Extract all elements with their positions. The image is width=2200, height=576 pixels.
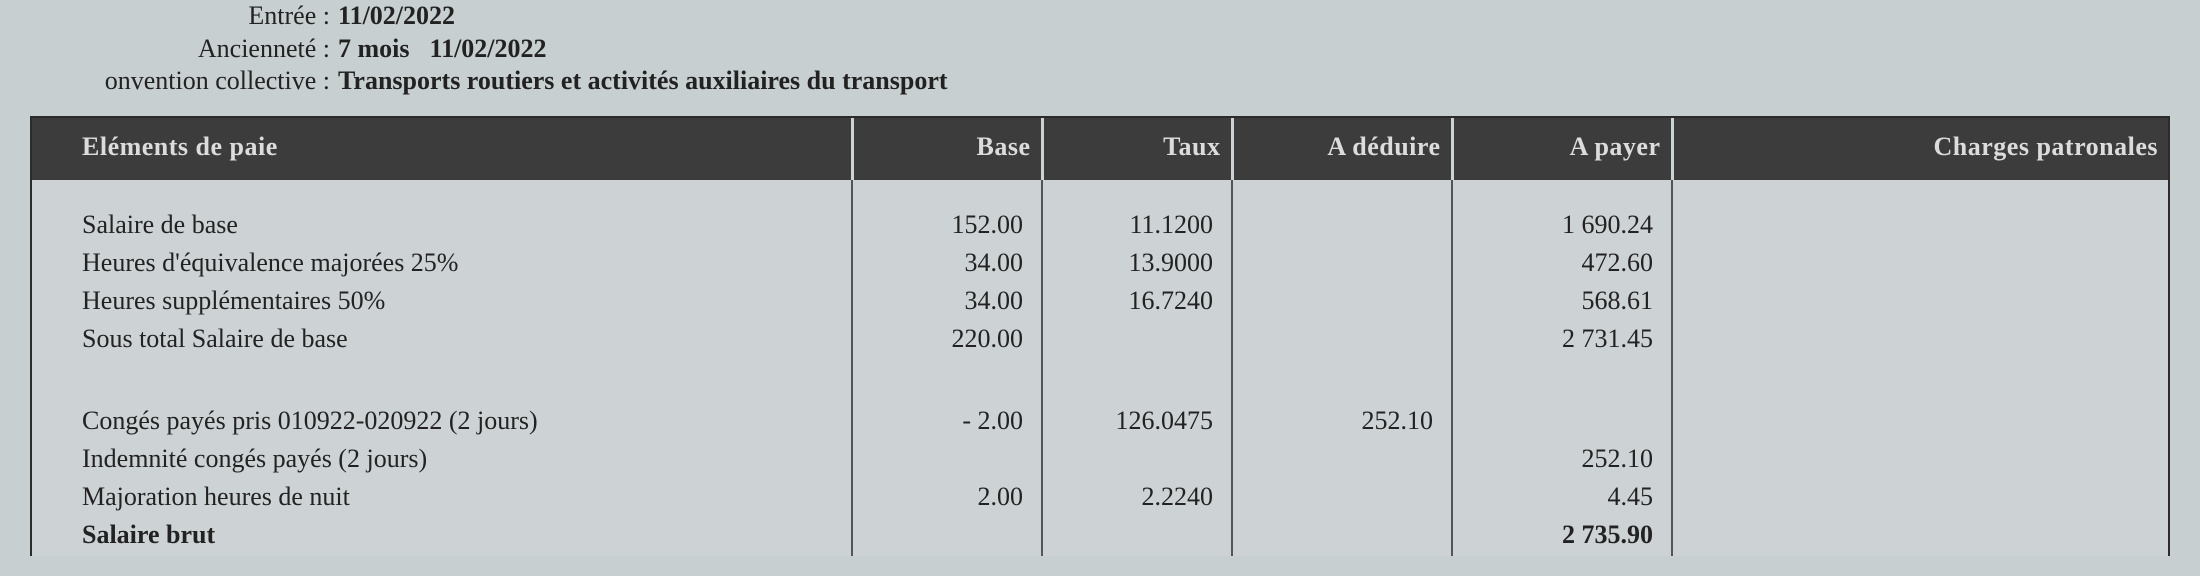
cell-taux: 2.2240: [1042, 480, 1232, 518]
pay-table: Eléments de paie Base Taux A déduire A p…: [32, 118, 2168, 556]
header-charges: Charges patronales: [1672, 118, 2168, 180]
cell-taux: [1042, 322, 1232, 360]
anciennete-value: 7 mois: [338, 33, 410, 66]
info-row-entree: Entrée : 11/02/2022: [50, 0, 2170, 33]
cell-taux: 11.1200: [1042, 208, 1232, 246]
cell-charges: [1672, 322, 2168, 360]
empty-cell: [1672, 360, 2168, 404]
table-row: Congés payés pris 010922-020922 (2 jours…: [32, 404, 2168, 442]
table-row: Salaire de base152.0011.1200 1 690.24: [32, 208, 2168, 246]
cell-deduire: [1232, 518, 1452, 556]
table-row: Heures d'équivalence majorées 25%34.0013…: [32, 246, 2168, 284]
cell-taux: 16.7240: [1042, 284, 1232, 322]
header-row: Eléments de paie Base Taux A déduire A p…: [32, 118, 2168, 180]
cell-payer: 4.45: [1452, 480, 1672, 518]
cell-deduire: 252.10: [1232, 404, 1452, 442]
header-base: Base: [852, 118, 1042, 180]
table-row: Salaire brut 2 735.90: [32, 518, 2168, 556]
cell-deduire: [1232, 208, 1452, 246]
cell-taux: 13.9000: [1042, 246, 1232, 284]
spacer-row: [32, 180, 2168, 208]
cell-label: Congés payés pris 010922-020922 (2 jours…: [32, 404, 852, 442]
pay-table-head: Eléments de paie Base Taux A déduire A p…: [32, 118, 2168, 180]
cell-label: Heures d'équivalence majorées 25%: [32, 246, 852, 284]
pay-table-wrap: Eléments de paie Base Taux A déduire A p…: [30, 116, 2170, 556]
cell-payer: 252.10: [1452, 442, 1672, 480]
entree-value: 11/02/2022: [338, 0, 455, 33]
info-row-convention: onvention collective : Transports routie…: [50, 65, 2170, 98]
convention-value: Transports routiers et activités auxilia…: [338, 65, 948, 98]
payslip-fragment: Entrée : 11/02/2022 Ancienneté : 7 mois …: [0, 0, 2200, 576]
table-row: Majoration heures de nuit2.002.2240 4.45: [32, 480, 2168, 518]
empty-cell: [852, 360, 1042, 404]
empty-cell: [1232, 360, 1452, 404]
cell-payer: 2 735.90: [1452, 518, 1672, 556]
cell-deduire: [1232, 284, 1452, 322]
cell-label: Salaire brut: [32, 518, 852, 556]
cell-base: 220.00: [852, 322, 1042, 360]
empty-cell: [32, 360, 852, 404]
cell-charges: [1672, 404, 2168, 442]
cell-taux: [1042, 518, 1232, 556]
table-row: Heures supplémentaires 50%34.0016.7240 56…: [32, 284, 2168, 322]
anciennete-label: Ancienneté :: [50, 33, 338, 66]
cell-deduire: [1232, 480, 1452, 518]
table-row: Indemnité congés payés (2 jours) 252.10: [32, 442, 2168, 480]
cell-base: [852, 442, 1042, 480]
employee-info: Entrée : 11/02/2022 Ancienneté : 7 mois …: [50, 0, 2170, 98]
cell-charges: [1672, 442, 2168, 480]
cell-charges: [1672, 208, 2168, 246]
empty-cell: [1042, 360, 1232, 404]
cell-payer: [1452, 404, 1672, 442]
cell-charges: [1672, 518, 2168, 556]
cell-deduire: [1232, 442, 1452, 480]
cell-taux: [1042, 442, 1232, 480]
header-elements: Eléments de paie: [32, 118, 852, 180]
cell-label: Heures supplémentaires 50%: [32, 284, 852, 322]
cell-base: 34.00: [852, 246, 1042, 284]
cell-charges: [1672, 480, 2168, 518]
anciennete-value2: 11/02/2022: [430, 33, 547, 66]
empty-cell: [1452, 360, 1672, 404]
pay-table-body: Salaire de base152.0011.12001 690.24Heur…: [32, 180, 2168, 556]
cell-payer: 568.61: [1452, 284, 1672, 322]
cell-base: 152.00: [852, 208, 1042, 246]
cell-label: Sous total Salaire de base: [32, 322, 852, 360]
cell-base: [852, 518, 1042, 556]
cell-payer: 2 731.45: [1452, 322, 1672, 360]
info-row-anciennete: Ancienneté : 7 mois 11/02/2022: [50, 33, 2170, 66]
header-payer: A payer: [1452, 118, 1672, 180]
cell-deduire: [1232, 246, 1452, 284]
cell-deduire: [1232, 322, 1452, 360]
cell-base: 34.00: [852, 284, 1042, 322]
entree-label: Entrée :: [50, 0, 338, 33]
cell-base: - 2.00: [852, 404, 1042, 442]
cell-charges: [1672, 284, 2168, 322]
table-row: Sous total Salaire de base220.00 2 731.45: [32, 322, 2168, 360]
cell-payer: 1 690.24: [1452, 208, 1672, 246]
convention-label: onvention collective :: [50, 65, 338, 98]
cell-label: Indemnité congés payés (2 jours): [32, 442, 852, 480]
cell-taux: 126.0475: [1042, 404, 1232, 442]
header-deduire: A déduire: [1232, 118, 1452, 180]
header-taux: Taux: [1042, 118, 1232, 180]
cell-base: 2.00: [852, 480, 1042, 518]
cell-label: Majoration heures de nuit: [32, 480, 852, 518]
table-row: [32, 360, 2168, 404]
cell-charges: [1672, 246, 2168, 284]
cell-payer: 472.60: [1452, 246, 1672, 284]
cell-label: Salaire de base: [32, 208, 852, 246]
